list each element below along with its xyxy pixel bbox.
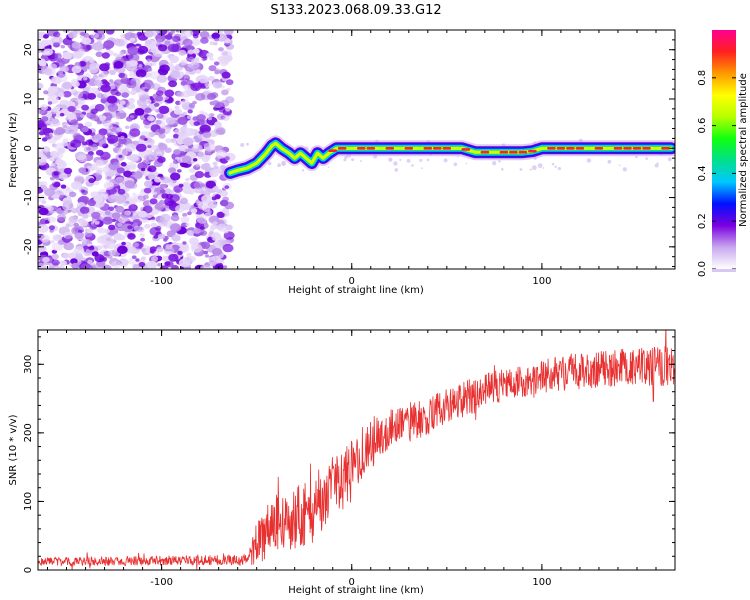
snr-xlabel: Height of straight line (km) [288,585,424,596]
x-tick-label: 100 [532,276,551,287]
x-tick-label: 100 [532,577,551,588]
colorbar-tick-label: 0.8 [697,70,708,86]
colorbar-tick-label: 0.2 [697,213,708,229]
y-tick-label: -20 [23,239,34,255]
y-tick-label: 100 [23,492,34,511]
colorbar-tick-label: 0.6 [697,118,708,134]
snr-series-line [38,330,675,570]
colorbar-gradient [712,30,736,269]
figure-title: S133.2023.068.09.33.G12 [270,3,441,18]
x-tick-label: -100 [150,577,173,588]
colorbar-label: Normalized spectral amplitude [738,73,749,227]
y-tick-label: 300 [23,355,34,374]
spectrogram-ylabel: Frequency (Hz) [8,112,19,188]
snr-frame [37,329,676,571]
y-tick-label: -10 [23,189,34,205]
y-tick-label: 10 [23,93,34,106]
snr-panel: -100 0 100 0 100 200 300 Height of straight li… [8,329,676,596]
x-tick-label: 0 [349,577,355,588]
y-tick-label: 200 [23,423,34,442]
colorbar-ticks: 0.0 0.2 0.4 0.6 0.8 [697,70,736,277]
x-tick-label: 0 [349,276,355,287]
x-tick-label: -100 [150,276,173,287]
signal-trace [222,135,675,181]
colorbar: 0.0 0.2 0.4 0.6 0.8 Normalized spectral ampl… [697,30,749,277]
colorbar-underflow [712,269,736,272]
snr-ylabel: SNR (10 * v/v) [8,414,19,485]
spectrogram-frame [37,29,676,270]
noise-field [38,30,672,269]
y-tick-label: 20 [23,43,34,56]
colorbar-tick-label: 0.4 [697,165,708,181]
spectrogram-xlabel: Height of straight line (km) [288,285,424,296]
y-tick-label: 0 [23,145,34,151]
snr-ticks: -100 0 100 0 100 200 300 [23,330,676,588]
colorbar-tick-label: 0.0 [697,261,708,277]
y-tick-label: 0 [23,567,34,573]
